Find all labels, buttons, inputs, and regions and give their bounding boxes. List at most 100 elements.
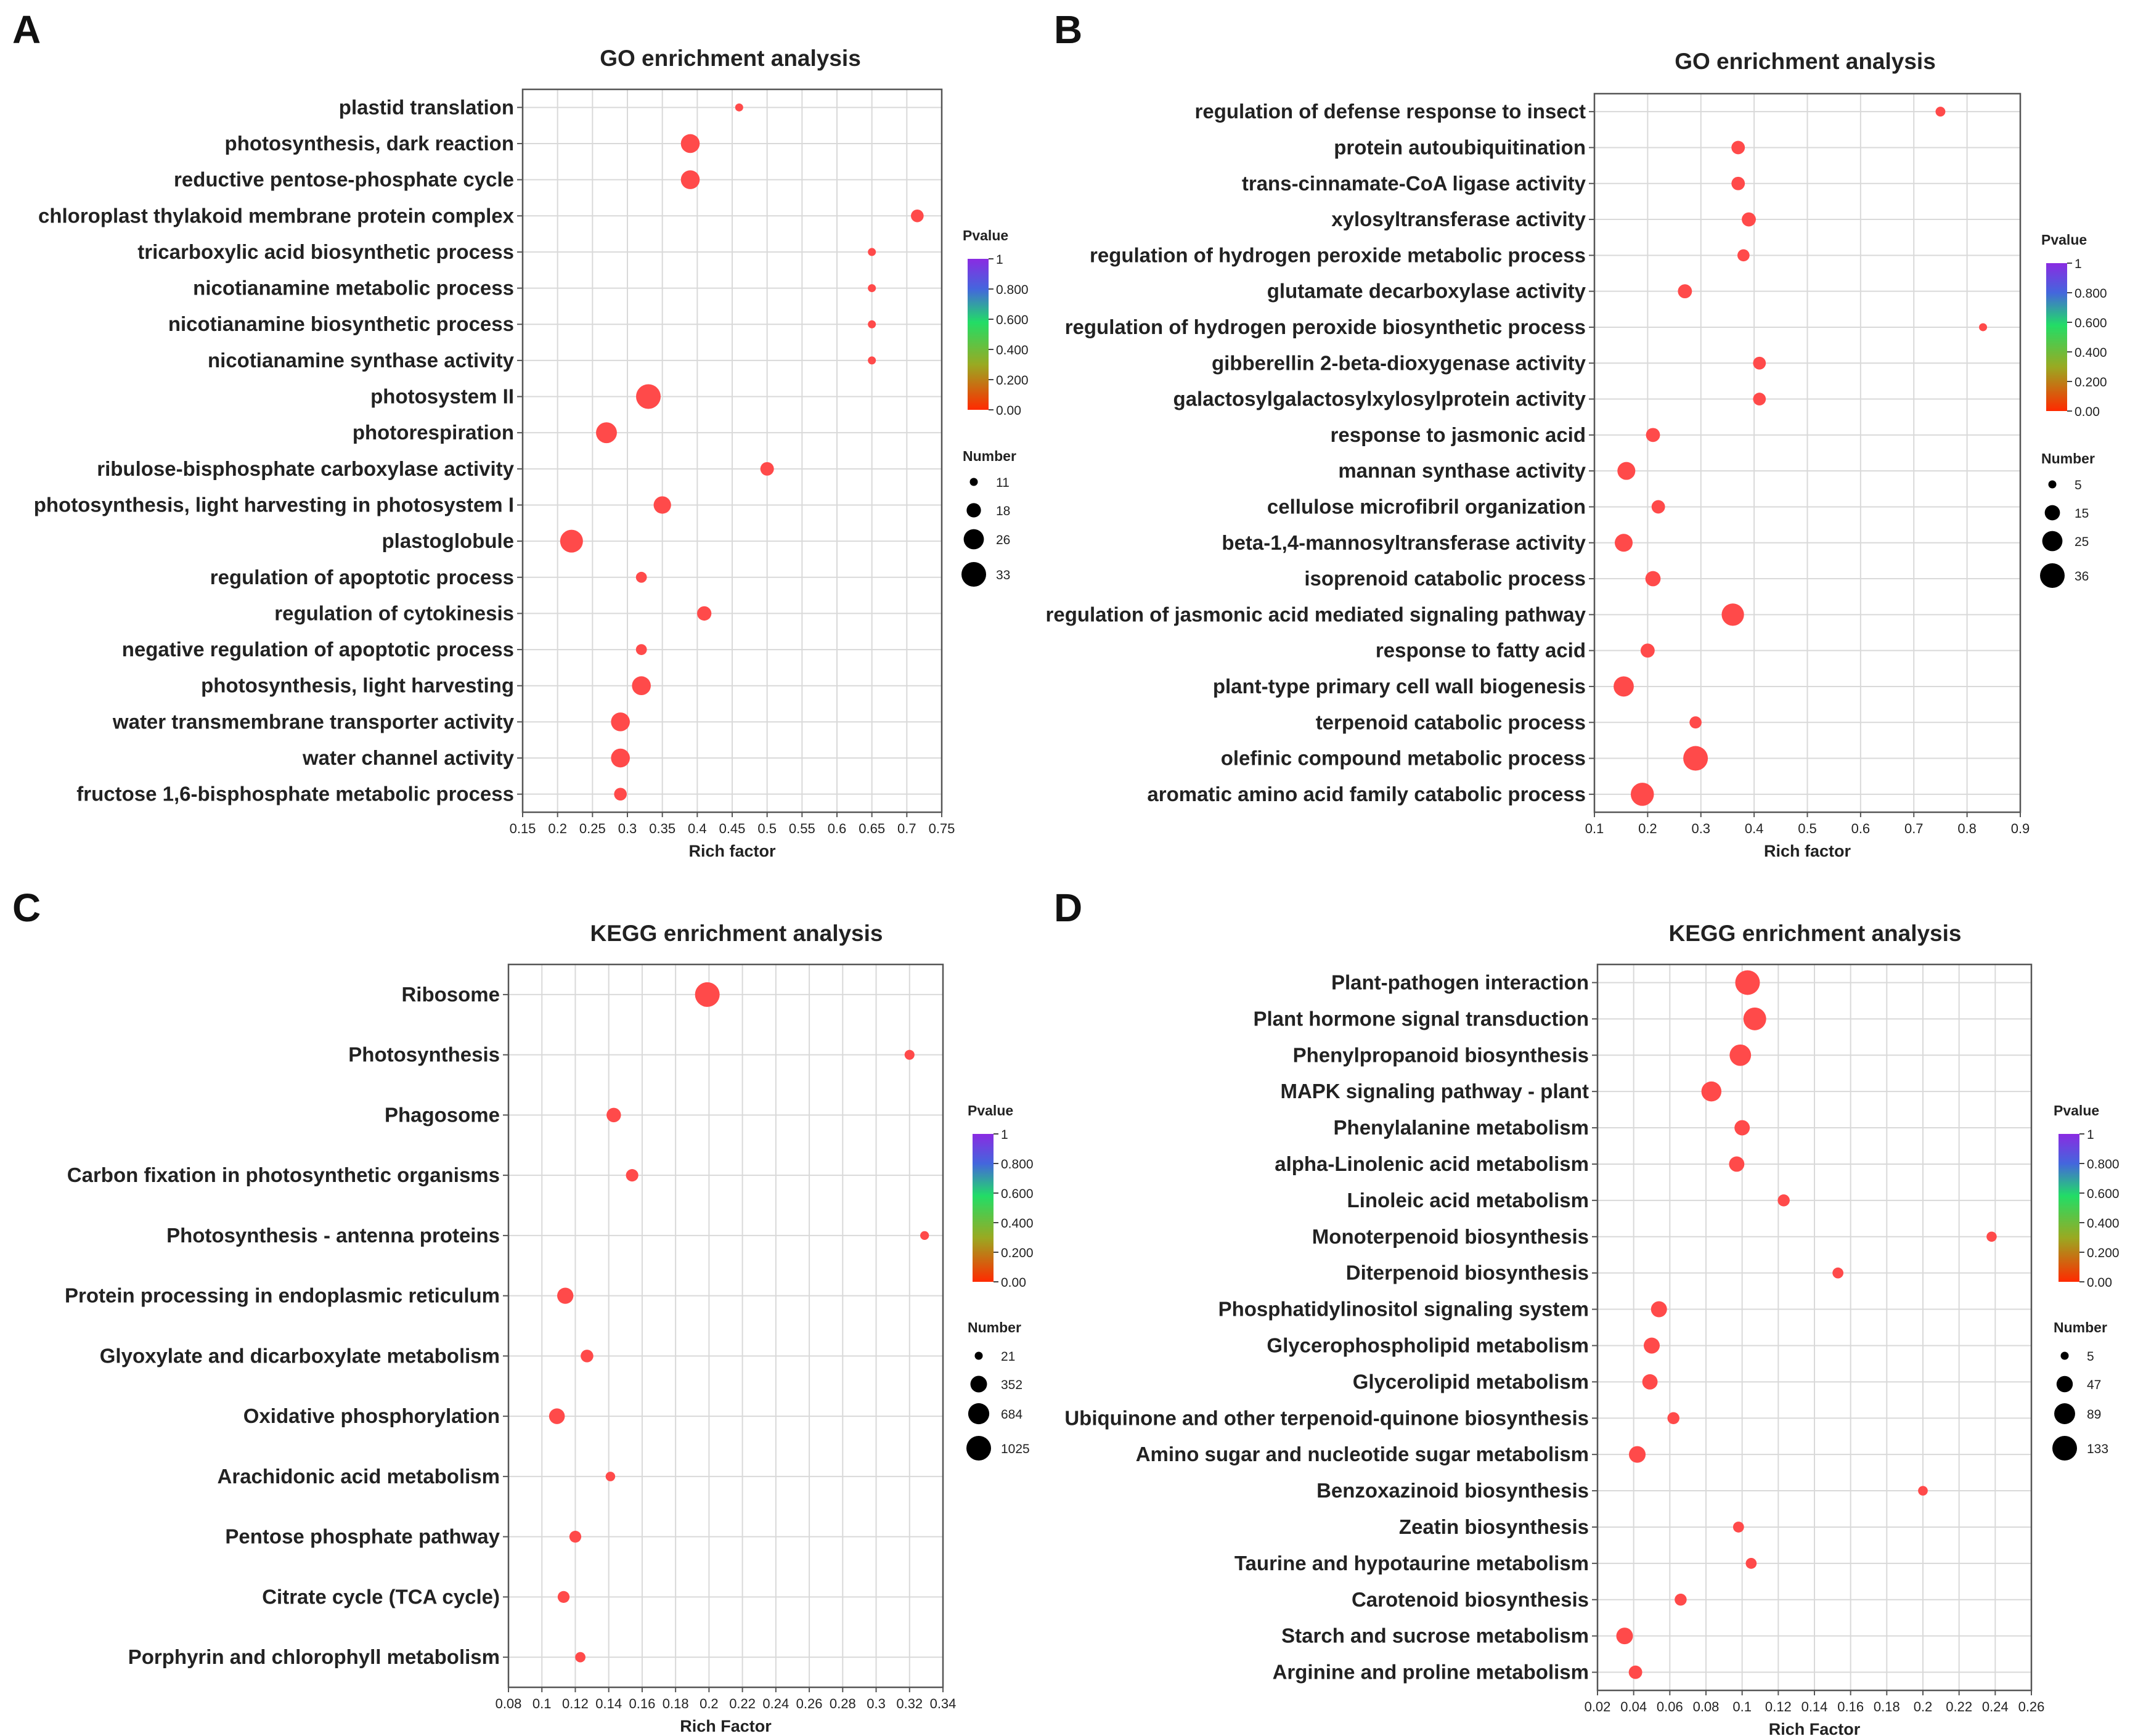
x-axis-label: Rich Factor [1769, 1720, 1861, 1736]
pvalue-legend-label: 1 [996, 253, 1003, 267]
number-legend-label: 5 [2087, 1350, 2094, 1364]
category-label: regulation of hydrogen peroxide biosynth… [1065, 316, 1586, 338]
data-point [1721, 603, 1744, 626]
data-point [1734, 1120, 1750, 1136]
data-point [697, 606, 712, 621]
x-tick-label: 0.5 [1798, 821, 1817, 836]
category-label: Glycerolipid metabolism [1353, 1370, 1589, 1393]
grid [508, 964, 944, 1687]
x-tick-label: 0.14 [595, 1696, 622, 1711]
number-legend-label: 26 [996, 533, 1010, 547]
pvalue-legend-label: 1 [1001, 1128, 1008, 1142]
number-legend-bubble [2054, 1403, 2075, 1424]
x-tick-label: 0.1 [1732, 1699, 1752, 1714]
data-point [557, 1591, 570, 1604]
data-point [1678, 284, 1692, 299]
category-label: Phosphatidylinositol signaling system [1218, 1298, 1589, 1321]
number-legend-label: 11 [996, 476, 1010, 490]
panel-a: A GO enrichment analysis 0.15 0.2 0.25 0.3 0.3… [12, 7, 1029, 860]
category-label: Arginine and proline metabolism [1273, 1661, 1589, 1684]
data-point [904, 1049, 915, 1060]
number-legend-label: 25 [2075, 535, 2089, 549]
data-point [760, 462, 774, 476]
number-legend-label: 36 [2075, 569, 2089, 584]
data-point [1630, 783, 1654, 806]
pvalue-legend-label: 1 [2075, 257, 2082, 271]
category-label: Phagosome [385, 1103, 500, 1126]
data-point [1644, 1337, 1660, 1354]
number-legend-title: Number [963, 448, 1016, 464]
data-point [1742, 212, 1756, 227]
number-legend-bubble [974, 1351, 983, 1360]
category-label: tricarboxylic acid biosynthetic process [137, 240, 514, 263]
x-tick-label: 0.6 [828, 821, 847, 836]
x-tick-label: 0.65 [859, 821, 885, 836]
number-legend-title: Number [2041, 450, 2095, 467]
data-point [1616, 1628, 1633, 1645]
data-point [1731, 141, 1745, 155]
panel-letter: B [1054, 7, 1082, 52]
data-point [1614, 534, 1633, 552]
category-label: photosynthesis, light harvesting [201, 674, 514, 697]
pvalue-legend-label: 0.800 [1001, 1157, 1034, 1172]
data-point [635, 644, 647, 655]
data-point [569, 1530, 582, 1543]
category-label: mannan synthase activity [1338, 459, 1586, 482]
data-point [1683, 746, 1708, 771]
number-legend-bubble [966, 1436, 991, 1461]
data-point [549, 1408, 565, 1424]
x-tick-label: 0.4 [1745, 821, 1764, 836]
data-point [596, 422, 617, 444]
pvalue-legend-label: 0.400 [2087, 1216, 2120, 1231]
data-points [1614, 107, 1988, 806]
x-tick-label: 0.02 [1585, 1699, 1611, 1714]
x-axis-label: Rich factor [688, 842, 776, 860]
number-legend-bubble [969, 478, 978, 486]
pvalue-legend-label: 0.400 [2075, 346, 2107, 360]
x-tick-label: 0.22 [729, 1696, 756, 1711]
category-label: Ribosome [401, 983, 500, 1006]
number-legend-bubble [968, 1403, 990, 1425]
x-tick-label: 0.9 [2011, 821, 2030, 836]
chart-title: GO enrichment analysis [600, 46, 861, 71]
data-point [1729, 1156, 1745, 1172]
x-tick-label: 0.15 [510, 821, 536, 836]
x-axis: 0.08 0.1 0.12 0.14 0.16 0.18 0.2 0.22 0.24 0.26 0.… [496, 1687, 956, 1711]
category-label: regulation of cytokinesis [274, 601, 514, 624]
y-axis: plastid translation photosynthesis, dark … [34, 96, 523, 805]
pvalue-legend: Pvalue 1 0.800 0.600 0.400 0.200 0.00 [968, 1102, 1034, 1290]
x-tick-label: 0.18 [663, 1696, 689, 1711]
number-legend-label: 1025 [1001, 1442, 1030, 1456]
x-tick-label: 0.1 [1585, 821, 1604, 836]
category-label: Photosynthesis - antenna proteins [166, 1224, 500, 1247]
data-point [1935, 107, 1946, 117]
x-tick-label: 0.25 [579, 821, 606, 836]
category-label: protein autoubiquitination [1334, 136, 1586, 158]
data-point [911, 209, 924, 222]
data-point [1642, 1374, 1658, 1390]
category-label: plastoglobule [382, 529, 515, 552]
x-tick-label: 0.28 [830, 1696, 856, 1711]
pvalue-legend-label: 0.200 [996, 373, 1029, 388]
x-tick-label: 0.45 [719, 821, 746, 836]
number-legend-bubble [963, 529, 984, 550]
number-legend-label: 47 [2087, 1378, 2101, 1392]
number-legend-label: 33 [996, 568, 1010, 582]
number-legend-bubble [2056, 1375, 2073, 1393]
number-legend-label: 15 [2075, 507, 2089, 521]
category-label: Pentose phosphate pathway [225, 1525, 500, 1548]
data-point [1614, 676, 1634, 697]
category-label: Arachidonic acid metabolism [218, 1465, 500, 1488]
data-point [1640, 643, 1655, 658]
data-point [1753, 356, 1766, 370]
category-label: Phenylpropanoid biosynthesis [1293, 1043, 1589, 1066]
category-label: Carotenoid biosynthesis [1352, 1588, 1589, 1611]
data-point [605, 1472, 616, 1481]
data-point [868, 284, 876, 293]
x-tick-label: 0.18 [1874, 1699, 1900, 1714]
category-label: plastid translation [339, 96, 514, 118]
x-tick-label: 0.8 [1957, 821, 1977, 836]
data-point [1731, 176, 1745, 190]
grid [522, 89, 942, 812]
data-point [581, 1350, 594, 1363]
